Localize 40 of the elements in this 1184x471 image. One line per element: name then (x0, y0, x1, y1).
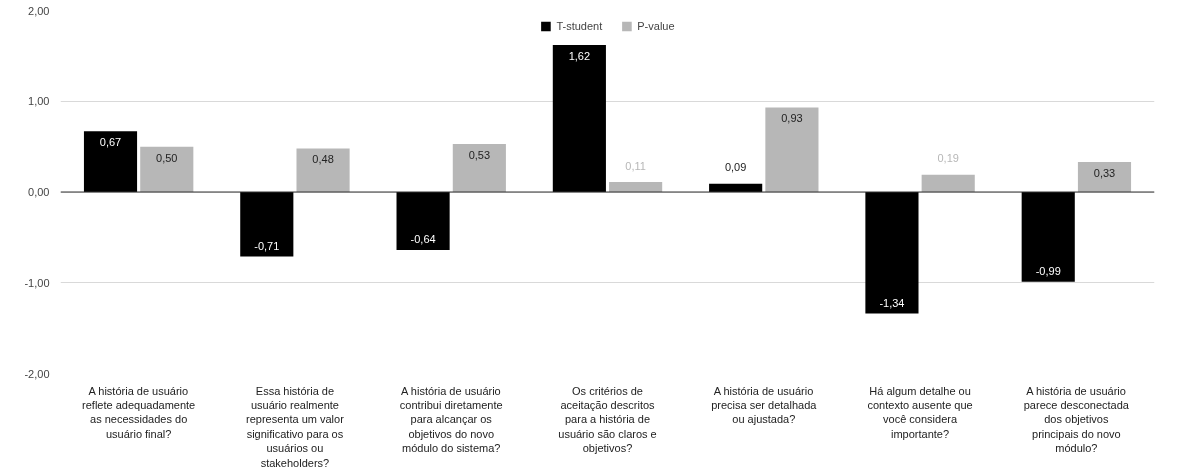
data-label: -0,99 (1035, 264, 1061, 277)
data-label: 0,09 (724, 161, 747, 174)
bar (452, 143, 506, 192)
data-label: 0,33 (1093, 166, 1116, 179)
y-tick-label: -1,00 (24, 276, 50, 289)
legend-label: P-value (637, 20, 675, 32)
x-tick-label: A história de usuário reflete adequadamente as necessidades do usuário final? (82, 384, 196, 440)
data-label: 0,53 (468, 148, 491, 161)
bar (552, 44, 606, 192)
bar (240, 192, 294, 257)
y-tick-label: -2,00 (24, 367, 50, 380)
y-tick-label: 2,00 (28, 4, 50, 17)
data-label: 0,48 (312, 153, 334, 166)
data-label: 1,62 (568, 49, 591, 62)
data-label: 0,93 (781, 112, 803, 125)
legend-label: T-student (556, 20, 603, 32)
data-label: 0,50 (156, 151, 178, 164)
y-tick-label: 0,00 (28, 186, 50, 198)
bar (865, 192, 919, 314)
x-tick-label: Os critérios de aceitação descritos para a história de usuário são claros e objetivos? (558, 384, 657, 455)
data-label: 0,67 (99, 136, 122, 149)
data-label: 0,11 (625, 159, 646, 172)
x-tick-label: A história de usuário parece desconectada dos objetivos principais do novo módulo? (1023, 384, 1130, 455)
bar (1021, 192, 1075, 282)
bar (921, 174, 975, 192)
x-tick-label: Essa história de usuário realmente representa um valor significativo para os usuários ou stakeholders? (246, 384, 345, 469)
data-label: -0,71 (254, 239, 280, 252)
bar (83, 131, 138, 192)
bar (396, 192, 450, 251)
bar (765, 107, 819, 192)
data-label: -1,34 (879, 296, 905, 309)
data-label: 0,19 (937, 152, 959, 165)
x-tick-label: Há algum detalhe ou contexto ausente que você considera importante? (867, 384, 973, 440)
data-label: -0,64 (410, 233, 436, 246)
x-tick-label: A história de usuário contribui diretamente para alcançar os objetivos do novo módulo do sistema? (399, 384, 503, 455)
bar (609, 182, 663, 192)
bar (296, 148, 350, 192)
x-tick-label: A história de usuário precisa ser detalhada ou ajustada? (711, 384, 818, 426)
y-tick-label: 1,00 (28, 95, 50, 108)
bar (140, 146, 194, 192)
